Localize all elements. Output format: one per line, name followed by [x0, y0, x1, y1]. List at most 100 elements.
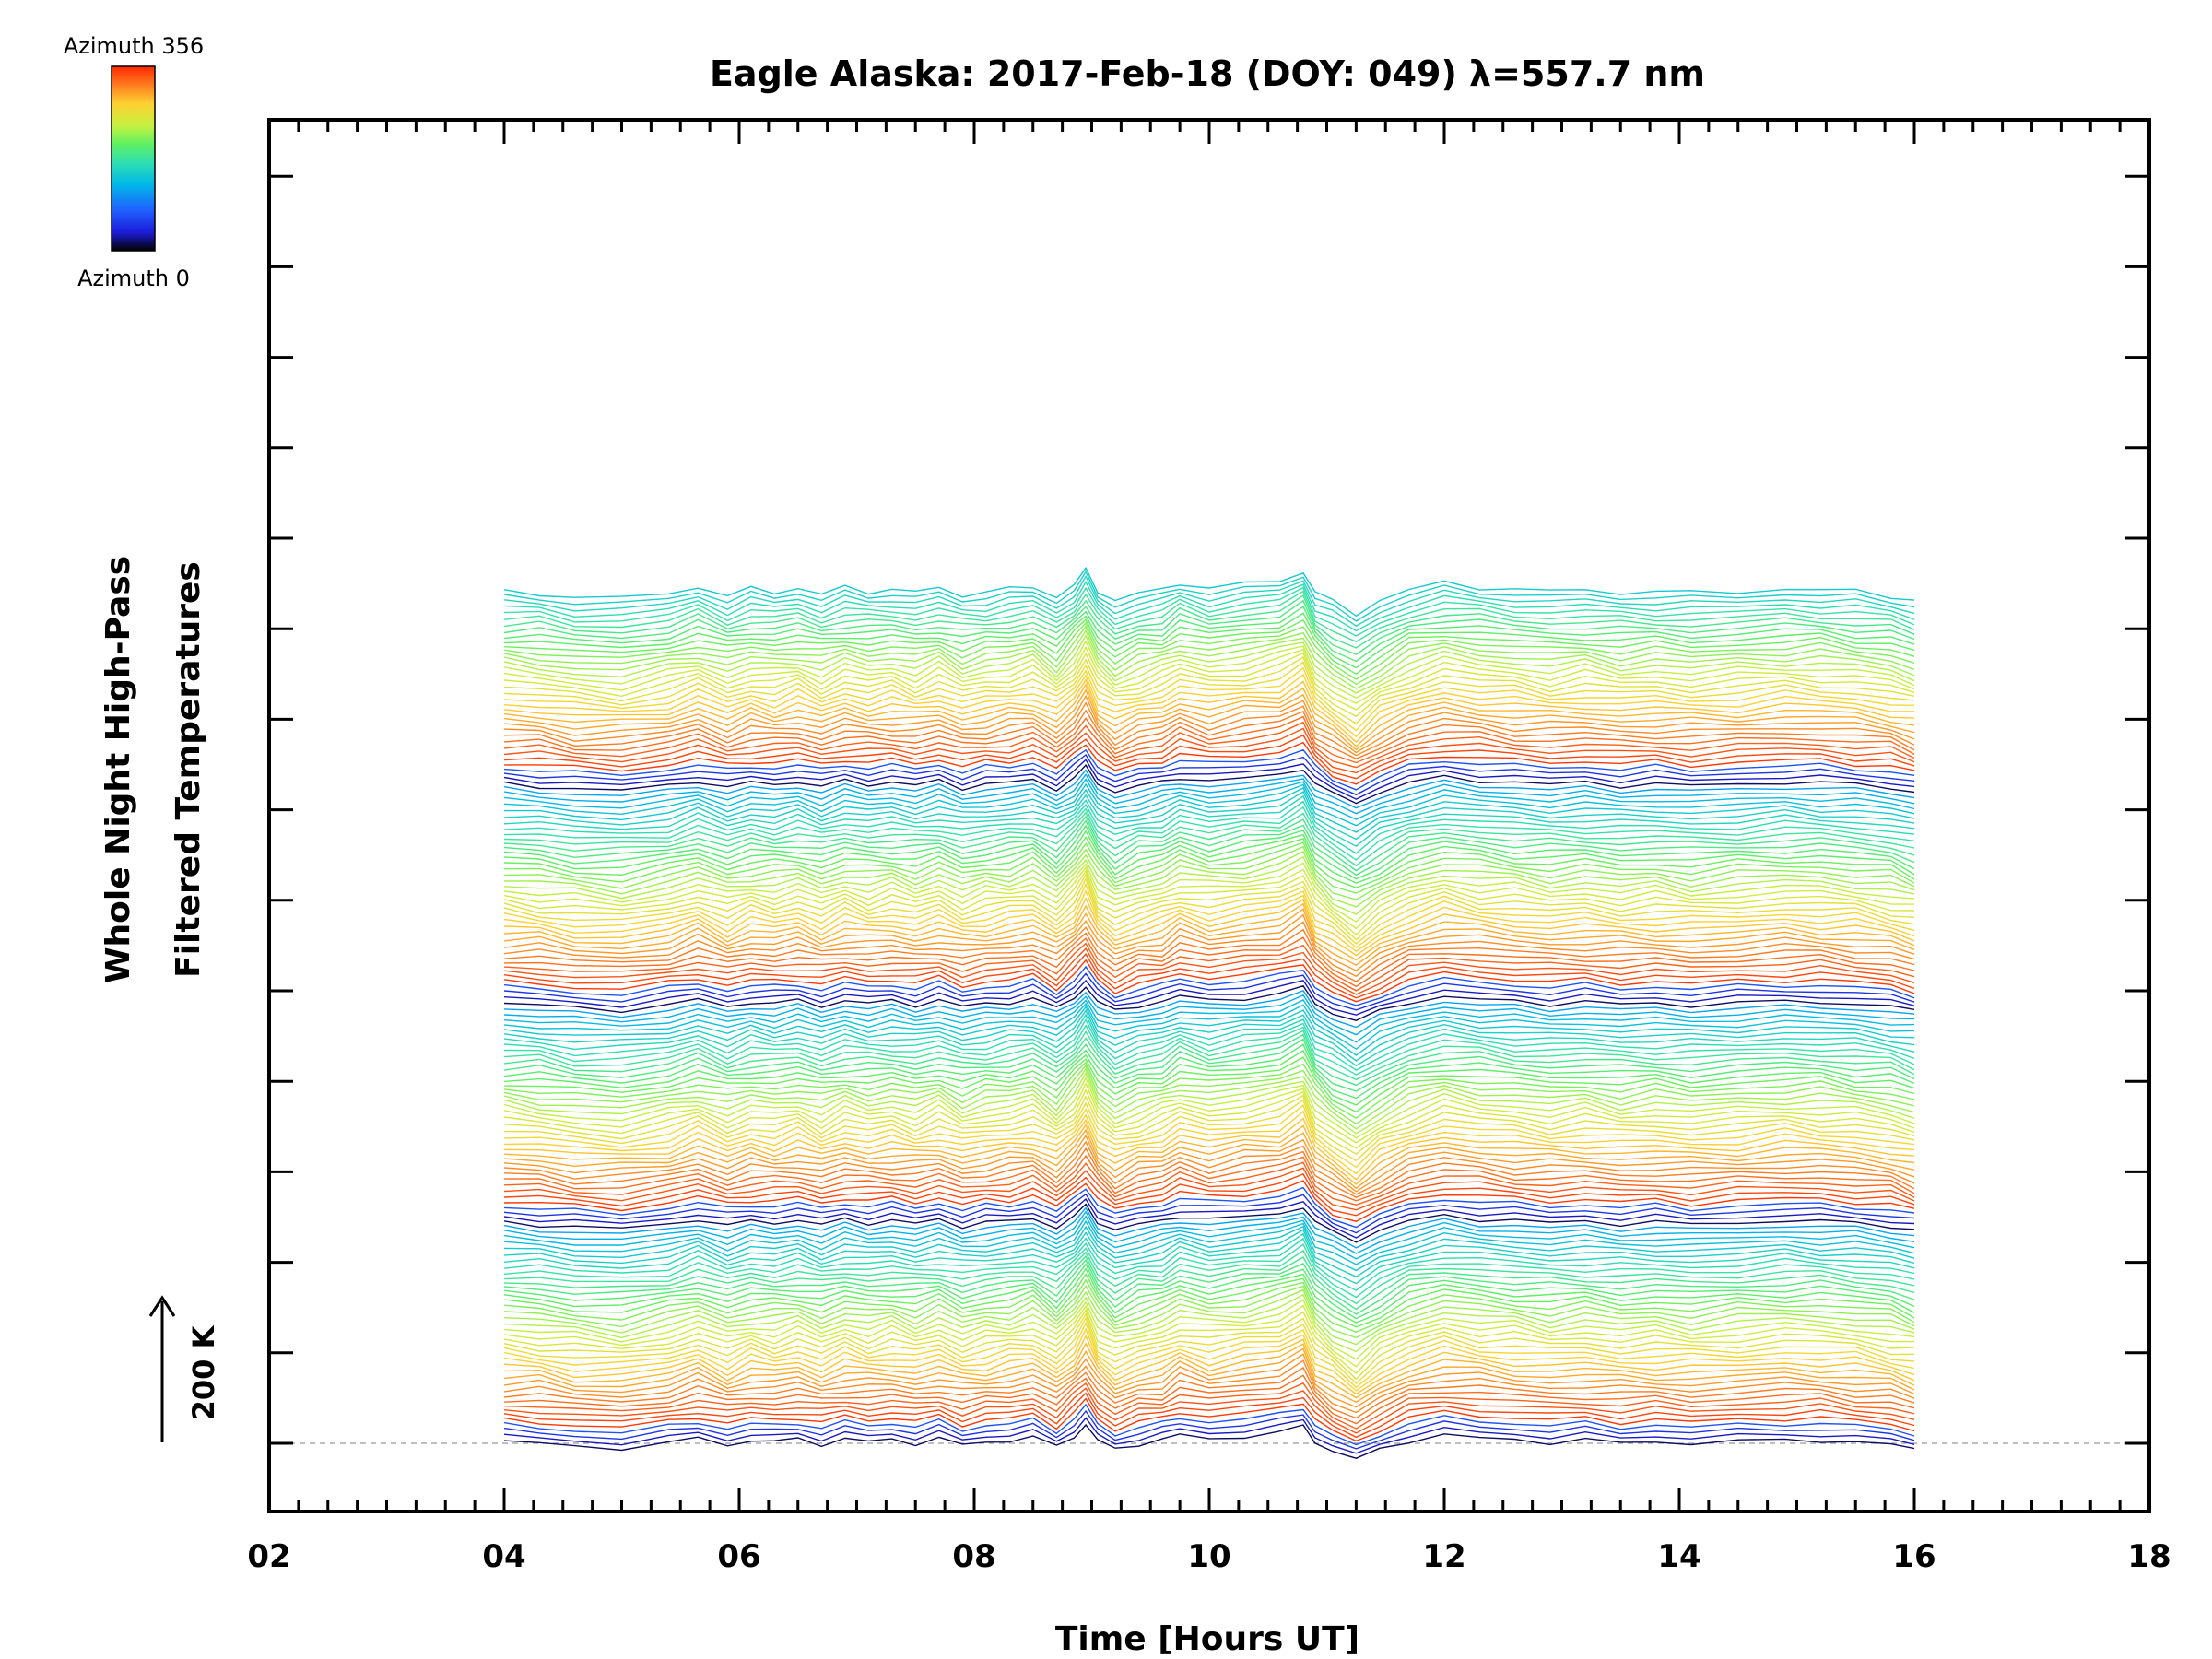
x-tick-label: 18: [2127, 1538, 2171, 1575]
series-line: [503, 1203, 1915, 1243]
series-line: [503, 1249, 1915, 1305]
series-line: [503, 1387, 1915, 1434]
series-line: [503, 990, 1915, 1029]
series-line: [503, 772, 1915, 815]
series-line: [503, 683, 1915, 747]
colorbar-bottom-label: Azimuth 0: [77, 265, 190, 291]
series-line: [503, 590, 1915, 642]
series-line: [503, 1167, 1915, 1211]
series-line: [503, 1366, 1915, 1419]
series-line: [503, 855, 1915, 915]
series-line: [503, 1309, 1915, 1374]
series-line: [503, 633, 1915, 694]
series-line: [503, 621, 1915, 680]
series-line: [503, 734, 1915, 780]
series-line: [503, 908, 1915, 966]
series-line: [503, 1359, 1915, 1414]
series-line: [503, 629, 1915, 689]
series-line: [503, 1006, 1915, 1056]
series-line: [503, 612, 1915, 669]
series-line: [503, 1154, 1915, 1202]
series-line: [503, 1347, 1915, 1403]
series-line: [503, 1147, 1915, 1198]
series-line: [503, 715, 1915, 764]
series-line: [503, 1273, 1915, 1328]
series-line: [503, 1304, 1915, 1368]
series-line: [503, 1186, 1915, 1229]
series-line: [503, 721, 1915, 769]
series-line: [503, 824, 1915, 880]
series-line: [503, 1278, 1915, 1333]
series-line: [503, 928, 1915, 982]
series-line: [503, 882, 1915, 948]
series-line: [503, 586, 1915, 637]
series-line: [503, 942, 1915, 992]
series-line: [503, 1288, 1915, 1346]
series-line: [503, 571, 1915, 622]
series-line: [503, 701, 1915, 757]
series-line: [503, 1128, 1915, 1190]
series-line: [503, 1423, 1915, 1459]
series-line: [503, 599, 1915, 655]
series-line: [503, 753, 1915, 796]
series-line: [503, 913, 1915, 971]
series-line: [503, 1409, 1915, 1450]
x-tick-label: 08: [952, 1538, 995, 1575]
series-line: [503, 1134, 1915, 1193]
series-line: [503, 979, 1915, 1016]
series-line: [503, 1013, 1915, 1067]
series-line: [503, 1081, 1915, 1144]
series-line: [503, 888, 1915, 953]
series-line: [503, 1117, 1915, 1181]
plot-frame: [267, 118, 2151, 1513]
series-line: [503, 1002, 1915, 1051]
series-line: [503, 1056, 1915, 1113]
series-line: [503, 1417, 1915, 1454]
series-line: [503, 1067, 1915, 1130]
series-line: [503, 1219, 1915, 1265]
series-line: [503, 1342, 1915, 1399]
series-line: [503, 606, 1915, 663]
series-line: [503, 1049, 1915, 1106]
series-line: [503, 1043, 1915, 1100]
series-line: [503, 896, 1915, 957]
colorbar-top-label: Azimuth 356: [64, 33, 204, 59]
series-line: [503, 1312, 1915, 1381]
series-line: [503, 1263, 1915, 1320]
series-line: [503, 694, 1915, 754]
y-axis-label-line2: Filtered Temperatures: [170, 561, 207, 978]
series-line: [503, 947, 1915, 995]
series-line: [503, 806, 1915, 861]
series-line: [503, 678, 1915, 743]
x-tick-label: 14: [1657, 1538, 1700, 1575]
series-line: [503, 1299, 1915, 1360]
series-line: [503, 877, 1915, 946]
series-line: [503, 1225, 1915, 1272]
series-line: [503, 790, 1915, 841]
series-line: [503, 794, 1915, 848]
series-line: [503, 862, 1915, 923]
x-axis-label: Time [Hours UT]: [1055, 1620, 1359, 1658]
series-line: [503, 953, 1915, 999]
series-line: [503, 1197, 1915, 1239]
series-line: [503, 850, 1915, 908]
series-line: [503, 640, 1915, 699]
series-line: [503, 748, 1915, 791]
chart-title: Eagle Alaska: 2017-Feb-18 (DOY: 049) λ=5…: [710, 53, 1705, 94]
series-line: [503, 1267, 1915, 1324]
scale-bar-arrowhead: [148, 1295, 176, 1317]
series-line: [503, 1232, 1915, 1285]
series-line: [503, 1033, 1915, 1087]
series-line: [503, 815, 1915, 872]
series-line: [503, 575, 1915, 628]
series-line: [503, 819, 1915, 877]
x-tick-label: 04: [482, 1538, 525, 1575]
series-line: [503, 1173, 1915, 1217]
series-line: [503, 830, 1915, 884]
x-tick-label: 02: [247, 1538, 290, 1575]
series-line: [503, 1076, 1915, 1139]
series-line: [503, 1397, 1915, 1442]
series-line: [503, 1180, 1915, 1222]
series-line: [503, 1382, 1915, 1430]
series-line: [504, 787, 1915, 833]
